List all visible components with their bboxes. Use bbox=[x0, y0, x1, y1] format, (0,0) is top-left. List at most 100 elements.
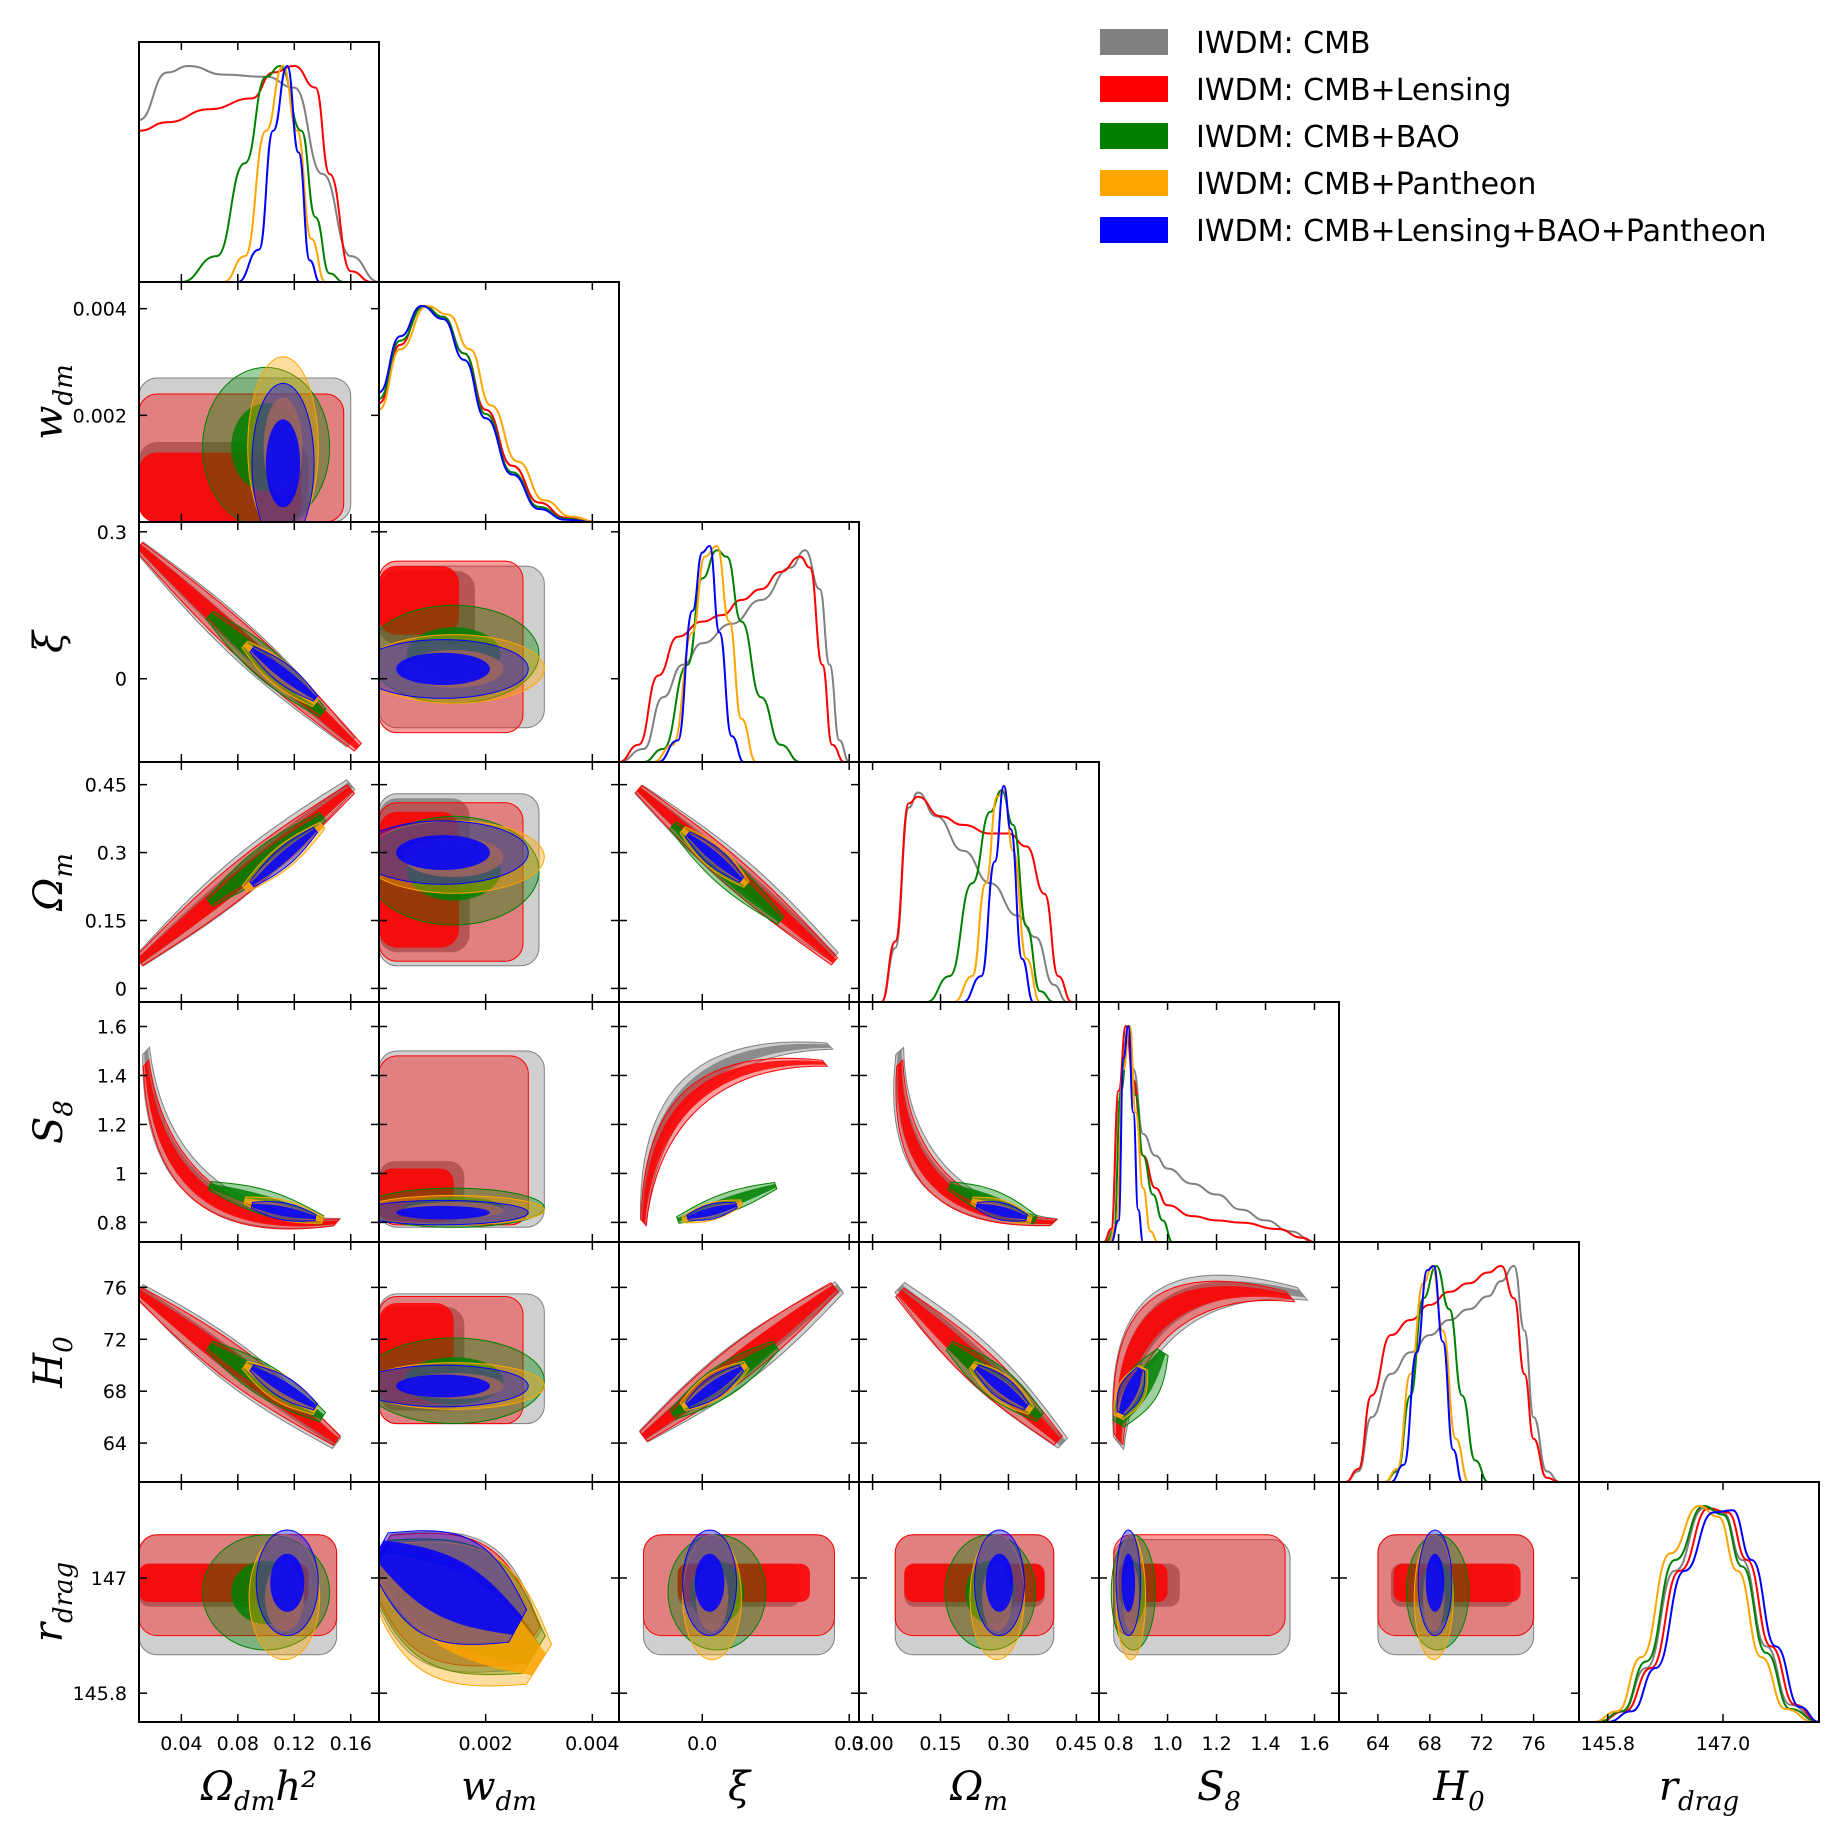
x-tick-label: 0.15 bbox=[919, 1733, 961, 1755]
posterior-line bbox=[139, 64, 373, 282]
panel-xi-h0 bbox=[618, 1241, 860, 1483]
posterior-line bbox=[1110, 1024, 1145, 1242]
panel-frame bbox=[1338, 1481, 1580, 1723]
panel-content bbox=[642, 1529, 836, 1661]
posterior-line bbox=[223, 64, 327, 282]
panel-wdm-om bbox=[378, 761, 620, 1003]
x-axis-label-xi: ξ bbox=[728, 1764, 752, 1810]
legend-label: IWDM: CMB+BAO bbox=[1196, 120, 1460, 155]
x-tick-label: 147.0 bbox=[1696, 1733, 1750, 1755]
posterior-line bbox=[1384, 1264, 1470, 1482]
contour-inner bbox=[250, 828, 317, 886]
y-tick-label: 147 bbox=[91, 1568, 127, 1590]
x-axis-label-rd: rdrag bbox=[1659, 1764, 1739, 1817]
contour-inner bbox=[985, 1553, 1014, 1612]
panel-content bbox=[619, 544, 850, 762]
posterior-line bbox=[379, 304, 598, 522]
contour-inner bbox=[897, 1061, 1056, 1224]
panel-content bbox=[1110, 1529, 1291, 1661]
panel-content bbox=[139, 1529, 338, 1661]
posterior-line bbox=[1345, 1264, 1560, 1482]
panel-s8-h0 bbox=[1098, 1241, 1340, 1483]
y-tick-label: 1.2 bbox=[97, 1114, 127, 1136]
posterior-line bbox=[653, 544, 758, 762]
panel-wdm-h0 bbox=[378, 1241, 620, 1483]
panel-h0-h0 bbox=[1338, 1241, 1580, 1483]
y-tick-label: 0 bbox=[115, 978, 127, 1000]
contour-inner bbox=[396, 835, 490, 870]
panel-content bbox=[139, 1283, 342, 1450]
y-tick-label: 1 bbox=[115, 1163, 127, 1185]
panel-content bbox=[139, 541, 362, 752]
legend-label: IWDM: CMB+Lensing bbox=[1196, 73, 1511, 108]
panel-odm-rd bbox=[138, 1481, 380, 1723]
contour-inner bbox=[694, 1553, 725, 1612]
posterior-line bbox=[1108, 1024, 1159, 1242]
x-tick-label: 0.004 bbox=[565, 1733, 619, 1755]
x-tick-label: 0.30 bbox=[987, 1733, 1029, 1755]
panel-om-om bbox=[858, 761, 1100, 1003]
posterior-line bbox=[237, 64, 321, 282]
panel-content bbox=[379, 1293, 545, 1425]
posterior-line bbox=[657, 544, 745, 762]
contour-inner bbox=[1115, 1286, 1293, 1443]
y-axis-label-xi: ξ bbox=[26, 629, 72, 653]
contour-inner bbox=[1119, 1368, 1143, 1415]
legend-swatch bbox=[1100, 170, 1168, 196]
panel-s8-rd bbox=[1098, 1481, 1340, 1723]
panel-xi-s8 bbox=[618, 1001, 860, 1243]
posterior-line bbox=[619, 549, 850, 762]
contour-inner bbox=[686, 833, 743, 882]
panel-xi-xi bbox=[618, 521, 860, 763]
panel-xi-rd bbox=[618, 1481, 860, 1723]
y-tick-label: 76 bbox=[103, 1277, 127, 1299]
panel-xi-om bbox=[618, 761, 860, 1003]
panel-content bbox=[640, 1041, 834, 1227]
panel-content bbox=[379, 304, 598, 522]
legend-label: IWDM: CMB+Pantheon bbox=[1196, 167, 1536, 202]
panel-content bbox=[1377, 1529, 1535, 1661]
panel-content bbox=[638, 1281, 845, 1443]
legend-swatch bbox=[1100, 76, 1168, 102]
contour-inner bbox=[208, 814, 325, 905]
posterior-line bbox=[1384, 1264, 1489, 1482]
panel-odm-odm bbox=[138, 41, 380, 283]
contour-inner bbox=[270, 1553, 305, 1612]
panel-wdm-rd bbox=[378, 1481, 620, 1723]
y-axis-label-wdm: wdm bbox=[26, 364, 79, 440]
panel-wdm-xi bbox=[378, 521, 620, 763]
x-axis-label-wdm: wdm bbox=[461, 1764, 537, 1817]
contour-inner bbox=[1121, 1553, 1136, 1612]
panel-content bbox=[1345, 1264, 1560, 1482]
posterior-line bbox=[953, 789, 1042, 1002]
panel-om-h0 bbox=[858, 1241, 1100, 1483]
posterior-line bbox=[139, 64, 379, 282]
panel-content bbox=[379, 560, 545, 734]
y-tick-label: 0.3 bbox=[97, 843, 127, 865]
x-axis-label-om: Ωm bbox=[949, 1764, 1008, 1817]
panel-content bbox=[379, 1530, 553, 1687]
x-tick-label: 1.0 bbox=[1152, 1733, 1182, 1755]
panels-layer bbox=[138, 41, 1820, 1723]
contour-inner bbox=[641, 1043, 832, 1225]
panel-odm-h0 bbox=[138, 1241, 380, 1483]
contour-inner bbox=[642, 1060, 827, 1224]
x-tick-label: 64 bbox=[1366, 1733, 1390, 1755]
posterior-line bbox=[880, 795, 1073, 1002]
panel-content bbox=[634, 784, 839, 966]
panel-frame bbox=[858, 761, 1100, 1003]
contour-inner bbox=[250, 1366, 317, 1409]
x-tick-label: 0.0 bbox=[687, 1733, 717, 1755]
panel-content bbox=[880, 784, 1073, 1002]
x-tick-label: 1.6 bbox=[1299, 1733, 1329, 1755]
contour-inner bbox=[379, 566, 459, 635]
posterior-line bbox=[643, 549, 801, 762]
panel-content bbox=[379, 793, 545, 967]
panel-frame bbox=[618, 521, 860, 763]
posterior-line bbox=[1390, 1264, 1464, 1482]
contour-outer bbox=[1113, 1534, 1286, 1637]
panel-content bbox=[894, 1281, 1069, 1449]
x-tick-label: 145.8 bbox=[1581, 1733, 1635, 1755]
panel-content bbox=[139, 64, 379, 282]
panel-odm-s8 bbox=[138, 1001, 380, 1243]
